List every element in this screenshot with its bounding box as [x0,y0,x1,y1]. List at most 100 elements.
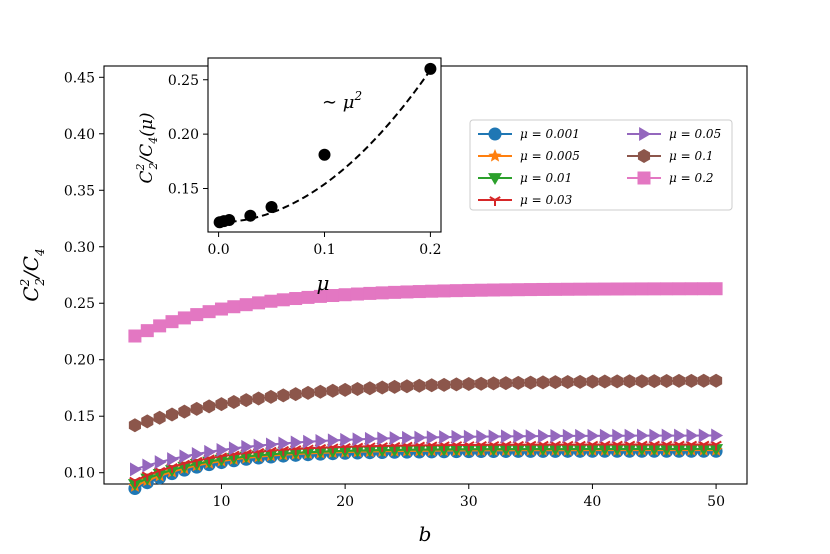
series-point [672,373,686,388]
series-point [536,282,550,296]
legend-label: μ = 0.1 [669,149,714,163]
series-point [326,289,340,303]
series-point [623,282,637,296]
series-point [449,284,463,298]
series-point [698,428,711,443]
main-y-tick-label: 0.35 [64,183,95,199]
series-point [611,374,624,389]
inset-y-label-c: C [137,171,157,184]
series-point [141,414,154,429]
series-point [499,283,513,297]
series-point [327,433,340,448]
series-point [252,296,266,310]
series-point [586,374,599,389]
inset-annotation-sup: 2 [354,89,363,103]
main-x-tick-label: 20 [336,494,354,510]
series-point [240,393,253,408]
series-point [439,430,452,445]
series-point [561,375,574,389]
series-point [672,282,686,296]
series-point [253,438,266,453]
series-point [697,373,710,388]
series-point [264,294,278,308]
series-point [215,397,228,412]
series-point [684,282,698,296]
series-point [351,382,364,397]
series-point [388,379,401,394]
legend: μ = 0.001 μ = 0.005 μ = 0.01 μ = 0.03 μ = 0.… [469,119,733,211]
series-point [289,387,302,402]
series-point [178,404,191,419]
series-point [340,432,353,447]
series-point [290,435,303,450]
series-point [278,436,291,451]
series-point [450,377,463,392]
legend-marker [488,173,502,185]
series-point [487,283,501,297]
series-point [313,289,327,303]
series-point [289,292,303,306]
series-point [153,319,167,333]
series-point [239,298,253,312]
series-point [142,458,155,473]
series-point [674,428,686,443]
series-point [463,429,476,444]
main-x-tick-label: 30 [460,494,478,510]
series-0.05 [130,428,724,477]
series-point [202,305,216,319]
series-point [511,283,525,297]
series-point [462,283,476,297]
series-point [710,373,723,388]
series-point [635,374,648,389]
series-point [266,437,278,452]
series-line [134,443,717,482]
series-point [685,373,698,388]
series-point [190,401,203,416]
series-point [476,429,489,444]
inset-plot-frame [207,57,442,233]
series-point [315,434,328,449]
series-point [500,429,513,444]
series-point [649,428,662,443]
legend-marker [489,196,501,206]
series-point [536,375,550,390]
inset-point [424,62,437,75]
legend-item: μ = 0.05 [627,127,721,141]
series-point [487,376,500,391]
series-point [635,282,649,296]
series-point [352,432,365,447]
legend-frame [469,119,733,211]
main-y-tick-label: 0.40 [64,127,95,143]
series-point [513,429,526,444]
main-x-tick-label: 40 [584,494,602,510]
series-point [412,285,426,299]
series-point [425,284,439,298]
main-y-label-sub4: 4 [33,248,47,257]
series-point [375,286,389,300]
series-point [264,389,277,404]
legend-marker [488,127,502,141]
inset-point [244,209,257,222]
series-point [623,374,636,389]
inset-y-ticks: 0.15 0.20 0.25 [168,73,208,198]
series-point [524,375,537,390]
inset-point [265,200,278,213]
legend-label: μ = 0.05 [669,127,721,141]
legend-item: μ = 0.03 [478,193,573,207]
series-point [425,378,438,393]
main-y-ticks: 0.10 0.15 0.20 0.25 0.30 0.35 0.40 0.45 [64,70,104,482]
inset-y-label-sub: 2 [147,163,160,171]
inset-y-label-rest: /C [137,144,157,165]
inset-x-tick-label: 0.1 [313,242,335,258]
series-point [140,324,154,338]
series-point [165,315,179,329]
series-point [636,428,649,443]
series-point [227,300,241,314]
series-point [524,283,538,297]
series-point [216,443,229,458]
legend-label: μ = 0.005 [520,149,580,163]
series-point [301,385,315,400]
series-point [549,375,562,390]
series-point [141,471,153,482]
series-0.1 [128,373,723,433]
